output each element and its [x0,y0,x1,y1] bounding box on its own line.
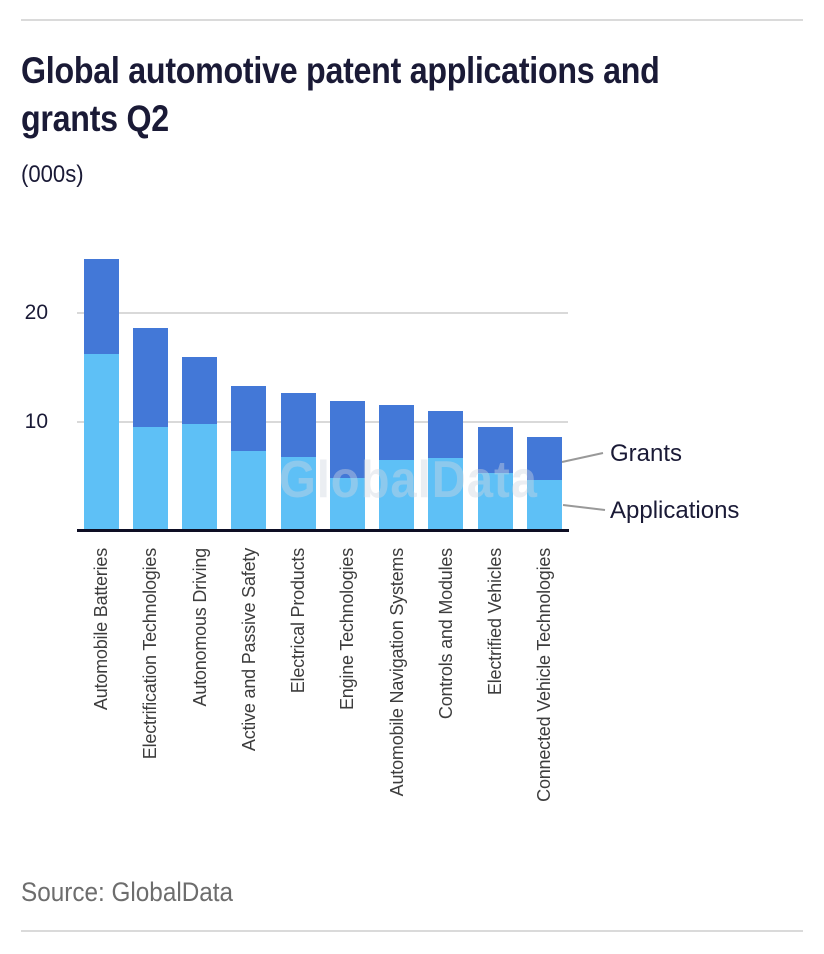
gridline-10 [77,421,568,423]
chart-title-line2: grants Q2 [21,98,169,139]
bar-segment-grants [526,437,562,480]
bar-segment-grants [280,392,316,457]
bar-segment-grants [329,401,365,478]
chart-title: Global automotive patent applications an… [21,47,708,143]
bar-segment-applications [379,460,414,531]
source-attribution: Source: GlobalData [21,877,234,907]
y-axis-tick-label: 20 [24,301,48,325]
bar-segment-grants [231,386,267,452]
unit-label: (000s) [21,161,84,188]
bar-segment-grants [182,356,217,425]
bottom-divider [21,930,803,932]
gridline-20 [77,312,568,315]
bar-segment-applications [182,424,217,531]
bar-segment-grants [477,427,513,474]
bar-segment-applications [280,456,316,531]
legend-label-grants: Grants [610,440,683,467]
top-divider [21,19,803,21]
chart-title-line1: Global automotive patent applications an… [21,50,660,91]
y-axis-tick-label: 10 [24,410,48,433]
bar-segment-grants [428,411,464,458]
bar-segment-applications [132,427,168,531]
bar-segment-applications [83,354,119,531]
bar-segment-grants [83,258,119,355]
bar-segment-applications [329,477,365,531]
x-axis-line [77,529,569,532]
legend-label-applications: Applications [610,497,740,524]
bar-segment-grants [379,404,414,461]
bar-segment-grants [132,328,168,428]
bar-segment-applications [428,457,464,531]
grants-connector-line [561,452,604,463]
applications-connector-line [562,504,606,511]
bar-segment-applications [526,479,562,531]
bar-segment-applications [231,451,267,531]
bar-segment-applications [477,473,513,531]
